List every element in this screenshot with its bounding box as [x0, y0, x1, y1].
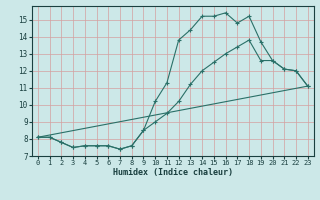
- X-axis label: Humidex (Indice chaleur): Humidex (Indice chaleur): [113, 168, 233, 177]
